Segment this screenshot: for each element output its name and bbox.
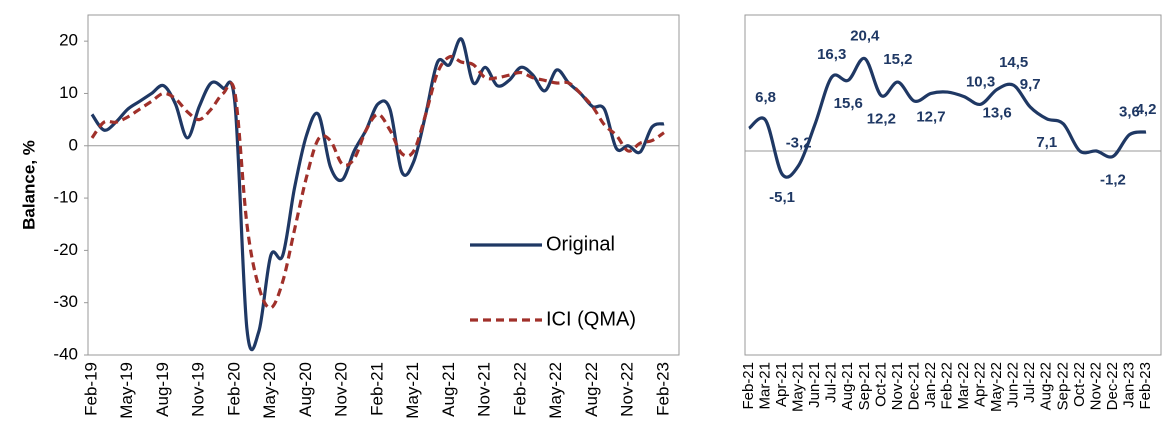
value-label: 20,4 (850, 27, 880, 44)
x-tick-label: Apr-22 (972, 362, 989, 407)
y-tick-label: -40 (53, 344, 78, 363)
x-tick-label: Nov-21 (475, 362, 494, 417)
x-tick-label: Feb-20 (224, 362, 243, 416)
value-label: 3,6 (1119, 104, 1140, 121)
x-tick-label: Feb-23 (653, 362, 672, 416)
value-label: 4,2 (1136, 101, 1157, 118)
value-label: 14,5 (999, 54, 1028, 71)
x-tick-label: Apr-21 (773, 362, 790, 407)
value-label: 6,8 (755, 89, 776, 106)
x-tick-label: Feb-22 (510, 362, 529, 416)
x-tick-label: Feb-19 (81, 362, 100, 416)
y-tick-label: -10 (53, 188, 78, 207)
x-tick-label: Nov-19 (189, 362, 208, 417)
x-tick-label: Feb-21 (367, 362, 386, 416)
value-label: -5,1 (769, 189, 795, 206)
value-label: 12,7 (916, 108, 945, 125)
x-tick-label: Aug-22 (582, 362, 601, 417)
x-tick-label: Feb-23 (1137, 362, 1154, 410)
value-label: -3,2 (786, 134, 812, 151)
x-tick-label: Nov-22 (618, 362, 637, 417)
x-tick-label: May-22 (546, 362, 565, 419)
x-tick-label: Aug-21 (439, 362, 458, 417)
value-label: 9,7 (1020, 76, 1041, 93)
x-tick-label: Oct-22 (1071, 362, 1088, 407)
y-tick-label: 20 (59, 31, 78, 50)
plot-frame (744, 14, 1162, 356)
x-tick-label: Oct-21 (872, 362, 889, 407)
y-tick-label: -20 (53, 240, 78, 259)
value-label: 12,2 (867, 111, 896, 128)
x-tick-label: Aug-22 (1038, 362, 1055, 410)
x-tick-label: Sep-22 (1054, 362, 1071, 410)
value-label: 7,1 (1036, 134, 1057, 151)
x-tick-label: Jan-23 (1120, 362, 1137, 408)
x-tick-label: Jun-21 (806, 362, 823, 408)
x-tick-label: Aug-19 (153, 362, 172, 417)
series-line (90, 37, 665, 352)
value-label: 15,6 (834, 95, 863, 112)
x-tick-label: May-20 (260, 362, 279, 419)
x-tick-label: Aug-21 (839, 362, 856, 410)
x-tick-label: Nov-21 (889, 362, 906, 410)
x-tick-label: Nov-20 (332, 362, 351, 417)
x-tick-label: May-21 (790, 362, 807, 412)
y-tick-label: -30 (53, 292, 78, 311)
x-tick-label: Feb-21 (740, 362, 757, 410)
x-tick-label: Jan-22 (922, 362, 939, 408)
value-label: 13,6 (983, 104, 1012, 121)
x-tick-label: Jul-22 (1021, 362, 1038, 403)
x-tick-label: Dec-22 (1104, 362, 1121, 410)
value-label: 10,3 (966, 73, 995, 90)
y-tick-label: 10 (59, 83, 78, 102)
series-line (90, 54, 665, 310)
x-tick-label: Sep-21 (856, 362, 873, 410)
x-tick-label: Aug-20 (296, 362, 315, 417)
legend-label: Original (546, 233, 615, 255)
plot-frame (87, 14, 680, 356)
x-tick-label: Nov-22 (1087, 362, 1104, 410)
x-tick-label: Dec-21 (905, 362, 922, 410)
series-line (747, 56, 1147, 179)
value-label: 15,2 (883, 51, 912, 68)
x-tick-label: Mar-22 (955, 362, 972, 410)
x-tick-label: Feb-22 (938, 362, 955, 410)
legend-label: ICI (QMA) (546, 308, 636, 330)
y-tick-label: 0 (69, 135, 78, 154)
x-tick-label: Mar-21 (757, 362, 774, 410)
x-tick-label: May-19 (117, 362, 136, 419)
value-label: -1,2 (1100, 171, 1126, 188)
x-tick-label: Jun-22 (1005, 362, 1022, 408)
x-tick-label: Jul-21 (823, 362, 840, 403)
x-tick-label: May-21 (403, 362, 422, 419)
x-tick-label: May-22 (988, 362, 1005, 412)
y-axis-label: Balance, % (19, 140, 38, 230)
value-label: 16,3 (817, 46, 846, 63)
